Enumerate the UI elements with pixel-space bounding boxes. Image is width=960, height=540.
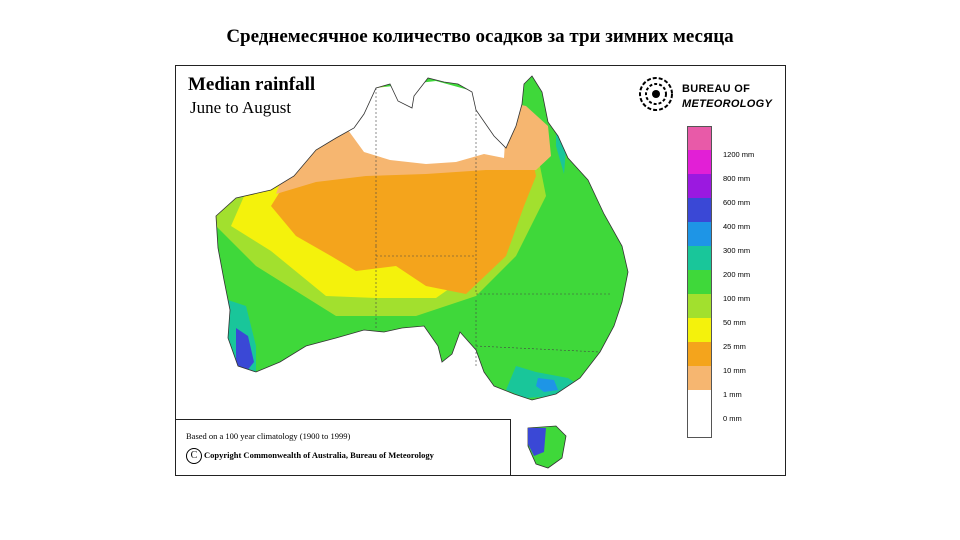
legend-swatch bbox=[687, 390, 712, 414]
legend-label: 800 mm bbox=[723, 174, 751, 183]
legend-swatch bbox=[687, 294, 712, 318]
bom-spiral-logo-icon bbox=[639, 77, 673, 111]
legend-swatch bbox=[687, 126, 712, 150]
state-borders bbox=[375, 88, 611, 366]
legend-item: 1 mm bbox=[687, 390, 782, 414]
map-footer: Based on a 100 year climatology (1900 to… bbox=[176, 419, 511, 475]
legend-swatch bbox=[687, 270, 712, 294]
legend-label: 10 mm bbox=[723, 366, 746, 375]
tasmania-high-rainfall bbox=[528, 428, 546, 456]
legend-label: 50 mm bbox=[723, 318, 746, 327]
copyright-text: Copyright Commonwealth of Australia, Bur… bbox=[204, 450, 434, 460]
coastline bbox=[215, 75, 629, 401]
agency-name-line2: METEOROLOGY bbox=[682, 98, 773, 110]
zone-1mm bbox=[346, 81, 506, 164]
legend-swatch bbox=[687, 366, 712, 390]
legend-label: 0 mm bbox=[723, 414, 742, 423]
legend-swatch bbox=[687, 174, 712, 198]
legend-label: 1 mm bbox=[723, 390, 742, 399]
legend-item: 100 mm bbox=[687, 294, 782, 318]
legend-swatch bbox=[687, 222, 712, 246]
legend-label: 200 mm bbox=[723, 270, 751, 279]
legend-item bbox=[687, 126, 782, 150]
legend-item: 1200 mm bbox=[687, 150, 782, 174]
legend-swatch bbox=[687, 414, 712, 438]
legend-swatch bbox=[687, 318, 712, 342]
slide-title: Среднемесячное количество осадков за три… bbox=[226, 26, 734, 47]
legend-item: 600 mm bbox=[687, 198, 782, 222]
legend-item: 800 mm bbox=[687, 174, 782, 198]
legend-item: 400 mm bbox=[687, 222, 782, 246]
legend-label: 300 mm bbox=[723, 246, 751, 255]
agency-name-line1: BUREAU OF bbox=[682, 83, 751, 95]
legend-label: 100 mm bbox=[723, 294, 751, 303]
legend-swatch bbox=[687, 150, 712, 174]
climatology-note: Based on a 100 year climatology (1900 to… bbox=[186, 431, 351, 441]
legend-swatch bbox=[687, 342, 712, 366]
legend-label: 1200 mm bbox=[723, 150, 755, 159]
legend-swatch bbox=[687, 246, 712, 270]
zone-400mm-vic bbox=[536, 378, 558, 392]
copyright-icon: C bbox=[186, 448, 202, 464]
legend-item: 25 mm bbox=[687, 342, 782, 366]
map-subtitle: June to August bbox=[190, 98, 292, 117]
legend-label: 400 mm bbox=[723, 222, 751, 231]
legend-swatch bbox=[687, 198, 712, 222]
legend-label: 600 mm bbox=[723, 198, 751, 207]
legend-item: 300 mm bbox=[687, 246, 782, 270]
legend-item: 50 mm bbox=[687, 318, 782, 342]
legend-item: 200 mm bbox=[687, 270, 782, 294]
legend-item: 10 mm bbox=[687, 366, 782, 390]
legend-item: 0 mm bbox=[687, 414, 782, 438]
bom-logo: BUREAU OF METEOROLOGY bbox=[636, 74, 785, 114]
map-title: Median rainfall bbox=[188, 74, 316, 95]
legend-label: 25 mm bbox=[723, 342, 746, 351]
zone-600mm-sw bbox=[236, 328, 254, 372]
australia-map bbox=[215, 75, 629, 469]
rainfall-map: Median rainfall June to August BUREAU OF… bbox=[175, 65, 786, 476]
